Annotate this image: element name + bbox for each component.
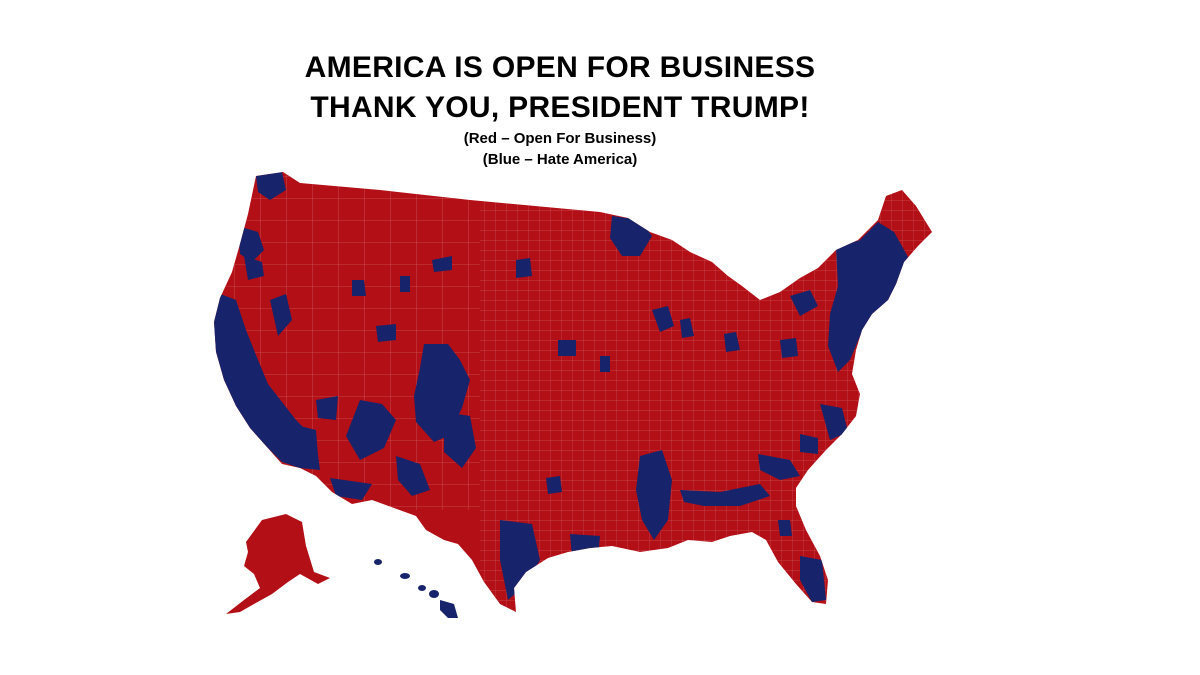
legend-blue: (Blue – Hate America): [482, 151, 638, 168]
headline-block: AMERICA IS OPEN FOR BUSINESS THANK YOU, …: [300, 48, 820, 170]
blue-region-arizona: [396, 456, 430, 496]
blue-region-south-florida: [800, 556, 826, 602]
blue-region-chicago: [680, 318, 694, 338]
blue-region-socal: [330, 478, 372, 500]
blue-region-portland: [244, 256, 264, 280]
blue-region-carolina: [800, 434, 818, 454]
blue-region-idaho: [352, 280, 366, 296]
blue-region-georgia: [758, 454, 800, 480]
blue-region-virginia: [820, 404, 848, 440]
blue-region-puget: [256, 172, 286, 200]
alaska-shape: [226, 514, 330, 614]
blue-region-dakota: [516, 258, 532, 278]
hawaii-shape: [374, 559, 458, 618]
blue-region-dallas: [546, 476, 562, 494]
headline-line-1: AMERICA IS OPEN FOR BUSINESS: [304, 51, 816, 84]
county-layer: [214, 172, 932, 612]
blue-region-wyoming: [400, 276, 410, 292]
blue-region-utah: [376, 324, 396, 342]
legend-red: (Red – Open For Business): [463, 130, 657, 147]
blue-region-oregon: [270, 294, 292, 336]
headline-line-2: THANK YOU, PRESIDENT TRUMP!: [310, 91, 810, 124]
blue-region-houston: [570, 534, 600, 556]
blue-region-kansas-city: [558, 340, 576, 356]
blue-region-black-belt: [680, 484, 770, 506]
blue-region-wisconsin: [652, 306, 674, 332]
blue-region-montana: [432, 256, 452, 272]
blue-region-delta: [636, 450, 672, 540]
blue-region-nevada-a: [316, 396, 338, 420]
blue-region-south-texas: [500, 520, 540, 600]
blue-region-seattle: [238, 226, 264, 262]
blue-region-pittsburgh: [780, 338, 798, 358]
blue-region-new-mexico: [444, 412, 476, 468]
blue-region-northeast: [828, 222, 912, 372]
blue-region-michigan: [724, 332, 740, 352]
blue-region-orlando: [778, 520, 792, 536]
blue-region-st-louis: [600, 356, 610, 372]
blue-region-nevada-b: [346, 400, 396, 460]
blue-region-bay-area: [276, 420, 318, 462]
blue-region-buffalo: [790, 290, 818, 316]
